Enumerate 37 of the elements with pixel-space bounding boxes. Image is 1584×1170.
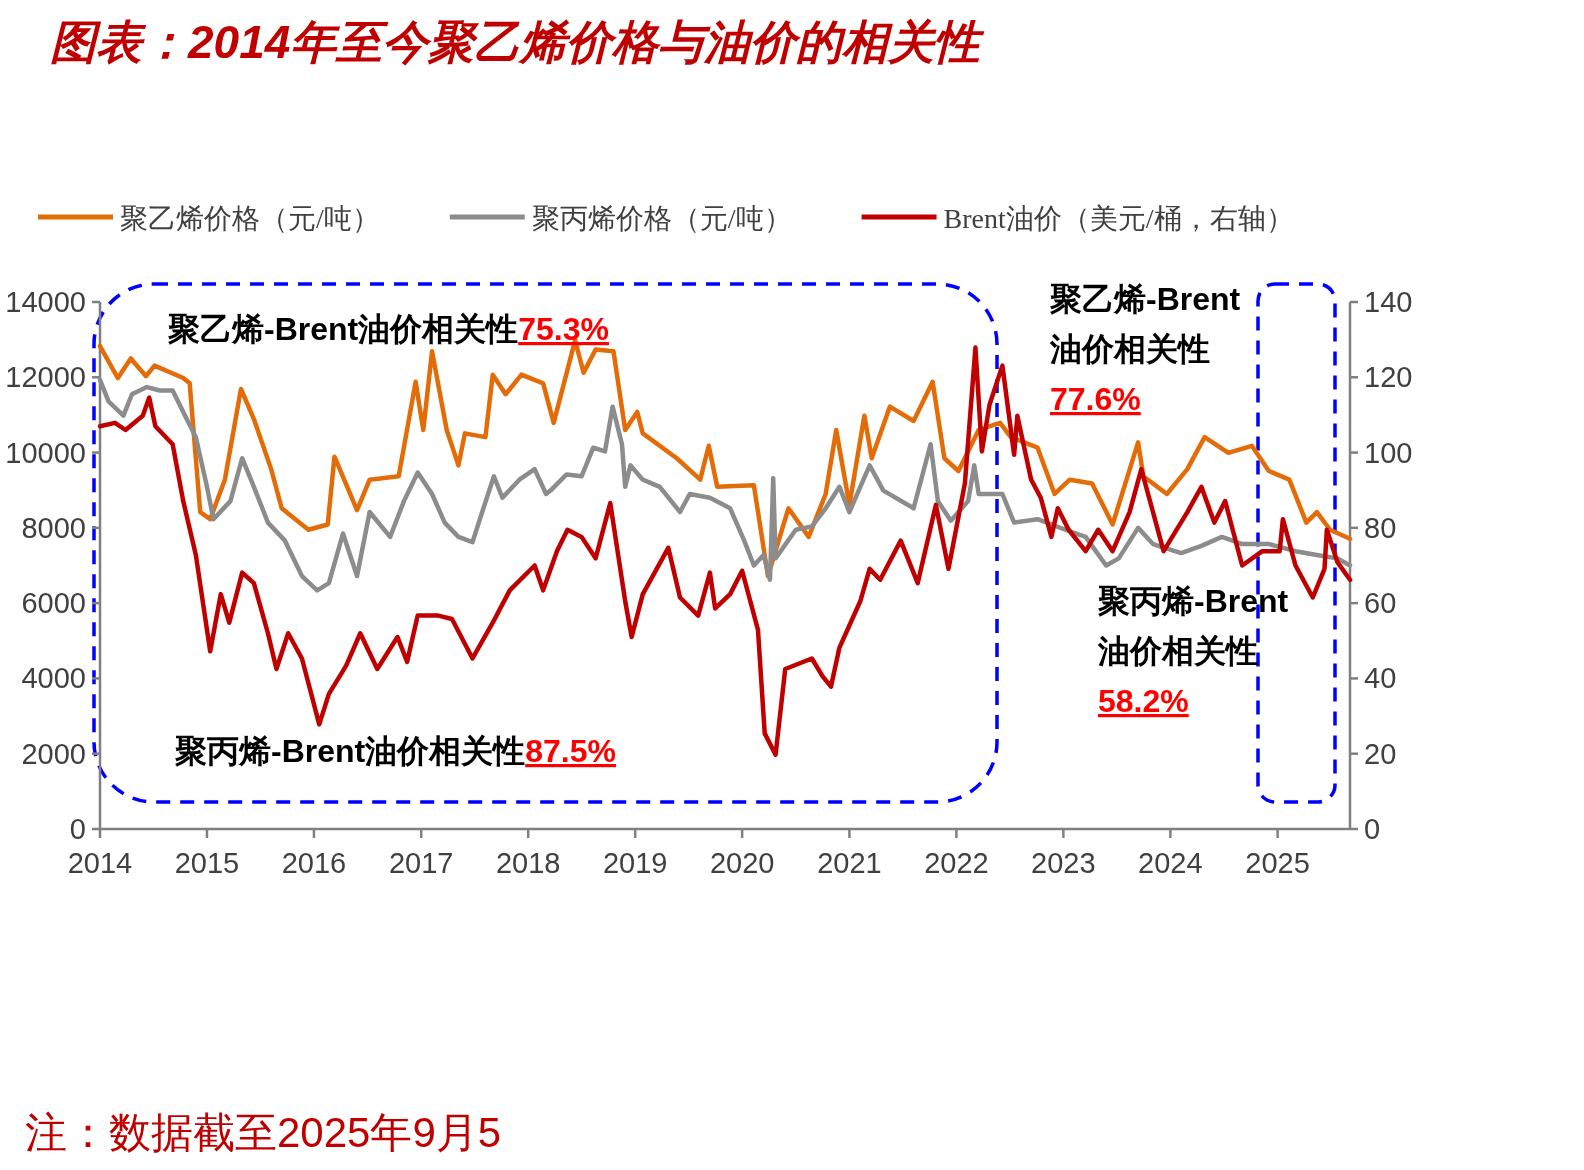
x-tick-label: 2022 xyxy=(924,847,989,879)
annotation: 聚丙烯-Brent油价相关性87.5% xyxy=(174,733,616,769)
legend-label: 聚丙烯价格（元/吨） xyxy=(531,203,792,234)
x-tick-label: 2014 xyxy=(67,847,133,879)
x-tick-label: 2018 xyxy=(495,847,561,879)
text: 注：数据截至2025年9月5 xyxy=(25,1109,502,1156)
y2-tick-label: 20 xyxy=(1364,737,1397,770)
x-tick-label: 2020 xyxy=(709,847,775,879)
y2-tick-label: 60 xyxy=(1364,587,1397,620)
y2-tick-label: 140 xyxy=(1364,286,1413,318)
x-tick-label: 2023 xyxy=(1031,847,1096,879)
y2-tick-label: 40 xyxy=(1364,662,1397,695)
x-tick-label: 2017 xyxy=(388,847,454,879)
x-tick-label: 2024 xyxy=(1138,847,1203,879)
x-tick-label: 2016 xyxy=(281,847,347,879)
y-tick-label: 6000 xyxy=(21,587,86,620)
x-tick-label: 2021 xyxy=(817,847,882,879)
y2-tick-label: 0 xyxy=(1364,813,1381,845)
legend-label: Brent油价（美元/桶，右轴） xyxy=(943,203,1294,234)
y-tick-label: 2000 xyxy=(21,737,86,770)
annotation: 聚乙烯-Brent 油价相关性 77.6% xyxy=(1049,281,1241,417)
x-tick-label: 2019 xyxy=(602,847,668,879)
chart-title: 图表：2014年至今聚乙烯价格与油价的相关性 xyxy=(50,16,986,68)
legend-label: 聚乙烯价格（元/吨） xyxy=(120,203,380,234)
y2-tick-label: 80 xyxy=(1364,511,1397,544)
y-tick-label: 8000 xyxy=(21,511,86,544)
y-tick-label: 12000 xyxy=(5,361,86,394)
annotation: 聚乙烯-Brent油价相关性75.3% xyxy=(167,311,609,347)
x-tick-label: 2025 xyxy=(1245,847,1310,879)
y-tick-label: 0 xyxy=(69,813,86,845)
y2-tick-label: 120 xyxy=(1364,361,1413,394)
annotation: 聚丙烯-Brent 油价相关性 58.2% xyxy=(1097,583,1289,719)
y-tick-label: 14000 xyxy=(5,286,86,318)
x-tick-label: 2015 xyxy=(174,847,240,879)
y2-tick-label: 100 xyxy=(1364,436,1413,469)
y-tick-label: 10000 xyxy=(5,436,86,469)
y-tick-label: 4000 xyxy=(21,662,86,695)
